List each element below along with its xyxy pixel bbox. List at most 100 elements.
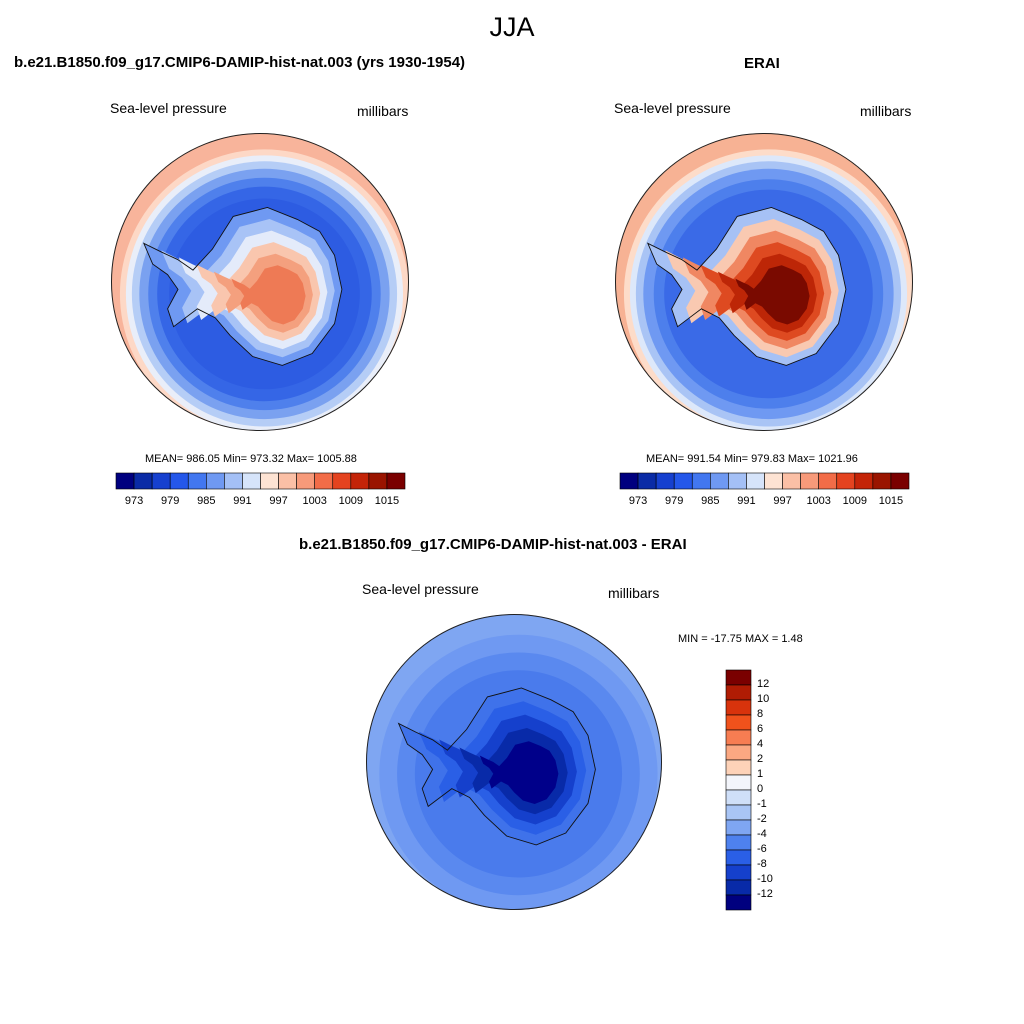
- colorbar-swatch: [637, 472, 657, 490]
- colorbar-tick-label: 1: [757, 768, 764, 780]
- panel-diff-title: b.e21.B1850.f09_g17.CMIP6-DAMIP-hist-nat…: [299, 536, 687, 553]
- panel-erai-title: ERAI: [744, 55, 780, 72]
- colorbar-swatch: [782, 472, 801, 490]
- panel-diff-variable: Sea-level pressure: [362, 581, 479, 597]
- panel-erai-stats: MEAN= 991.54 Min= 979.83 Max= 1021.96: [646, 453, 858, 465]
- colorbar-swatch: [890, 472, 910, 490]
- colorbar-swatch: [725, 894, 752, 911]
- colorbar-swatch: [725, 834, 752, 851]
- colorbar-swatch: [764, 472, 783, 490]
- colorbar-swatch: [710, 472, 729, 490]
- colorbar-swatch: [728, 472, 747, 490]
- colorbar-swatch: [619, 472, 639, 490]
- colorbar-erai: [619, 472, 910, 490]
- coastline: [646, 207, 847, 366]
- colorbar-swatch: [725, 819, 752, 836]
- colorbar-swatch: [725, 849, 752, 866]
- coastline: [397, 687, 596, 846]
- map-diff: [366, 614, 662, 910]
- colorbar-tick-label: -1: [757, 798, 767, 810]
- colorbar-tick-label: 991: [737, 495, 756, 507]
- colorbar-swatch: [725, 879, 752, 896]
- colorbar-tick-label: 4: [757, 738, 764, 750]
- colorbar-swatch: [332, 472, 352, 490]
- colorbar-tick-label: 997: [773, 495, 792, 507]
- colorbar-swatch: [725, 684, 752, 701]
- colorbar-swatch: [655, 472, 675, 490]
- colorbar-swatch: [725, 864, 752, 881]
- colorbar-tick-label: -12: [757, 888, 773, 900]
- colorbar-model-labels: 973 979 985 991 997 1003 1009 1015: [116, 495, 405, 509]
- colorbar-swatch: [725, 804, 752, 821]
- figure-title: JJA: [489, 12, 535, 42]
- map-border: [111, 133, 409, 431]
- colorbar-swatch: [800, 472, 819, 490]
- panel-diff-stats: MIN = -17.75 MAX = 1.48: [678, 633, 803, 645]
- panel-diff-units: millibars: [608, 585, 660, 601]
- colorbar-swatch: [169, 472, 189, 490]
- colorbar-swatch: [854, 472, 874, 490]
- colorbar-tick-label: 997: [269, 495, 288, 507]
- colorbar-diff-labels: 12 10 8 6 4 2 1 0 -1 -2 -4 -6 -8 -10 -12: [757, 670, 797, 910]
- colorbar-swatch: [296, 472, 315, 490]
- colorbar-tick-label: 1003: [302, 495, 327, 507]
- panel-model-stats: MEAN= 986.05 Min= 973.32 Max= 1005.88: [145, 453, 357, 465]
- colorbar-tick-label: 6: [757, 723, 764, 735]
- colorbar-tick-label: -6: [757, 843, 767, 855]
- colorbar-tick-label: -8: [757, 858, 767, 870]
- colorbar-swatch: [187, 472, 207, 490]
- colorbar-swatch: [746, 472, 765, 490]
- colorbar-swatch: [368, 472, 388, 490]
- colorbar-swatch: [278, 472, 297, 490]
- colorbar-swatch: [836, 472, 856, 490]
- colorbar-tick-label: -4: [757, 828, 767, 840]
- colorbar-tick-label: 991: [233, 495, 252, 507]
- colorbar-tick-label: 1009: [338, 495, 364, 507]
- colorbar-tick-label: 973: [124, 495, 144, 507]
- colorbar-tick-label: 985: [197, 495, 216, 507]
- colorbar-swatch: [818, 472, 838, 490]
- panel-model-title: b.e21.B1850.f09_g17.CMIP6-DAMIP-hist-nat…: [14, 54, 466, 71]
- colorbar-tick-label: 1015: [374, 495, 400, 507]
- colorbar-erai-labels: 973 979 985 991 997 1003 1009 1015: [620, 495, 909, 509]
- map-model: [111, 133, 409, 431]
- colorbar-swatch: [350, 472, 370, 490]
- colorbar-tick-label: 1009: [842, 495, 868, 507]
- colorbar-model: [115, 472, 406, 490]
- colorbar-tick-label: 10: [757, 693, 770, 705]
- colorbar-swatch: [115, 472, 135, 490]
- colorbar-swatch: [725, 714, 752, 731]
- colorbar-swatch: [872, 472, 892, 490]
- colorbar-tick-label: 973: [628, 495, 648, 507]
- continent-contour: [231, 265, 306, 325]
- colorbar-diff: [725, 669, 752, 911]
- colorbar-tick-label: -2: [757, 813, 767, 825]
- panel-model-variable: Sea-level pressure: [110, 100, 227, 116]
- colorbar-tick-label: 985: [701, 495, 720, 507]
- colorbar-swatch: [242, 472, 261, 490]
- colorbar-swatch: [725, 744, 752, 761]
- colorbar-tick-label: 2: [757, 753, 764, 765]
- coastline: [142, 207, 343, 366]
- colorbar-tick-label: 8: [757, 708, 764, 720]
- colorbar-swatch: [133, 472, 153, 490]
- colorbar-tick-label: 1003: [806, 495, 831, 507]
- colorbar-swatch: [673, 472, 693, 490]
- colorbar-swatch: [725, 759, 752, 776]
- colorbar-swatch: [691, 472, 711, 490]
- colorbar-tick-label: 0: [757, 783, 764, 795]
- panel-erai-variable: Sea-level pressure: [614, 100, 731, 116]
- colorbar-swatch: [314, 472, 334, 490]
- colorbar-tick-label: 979: [161, 495, 180, 507]
- colorbar-swatch: [151, 472, 171, 490]
- map-erai: [615, 133, 913, 431]
- colorbar-swatch: [386, 472, 406, 490]
- colorbar-tick-label: 1015: [878, 495, 904, 507]
- colorbar-swatch: [224, 472, 243, 490]
- colorbar-tick-label: -10: [757, 873, 773, 885]
- continent-contour: [479, 741, 559, 804]
- panel-model-units: millibars: [357, 103, 409, 119]
- colorbar-swatch: [725, 729, 752, 746]
- panel-erai-units: millibars: [860, 103, 912, 119]
- colorbar-swatch: [206, 472, 225, 490]
